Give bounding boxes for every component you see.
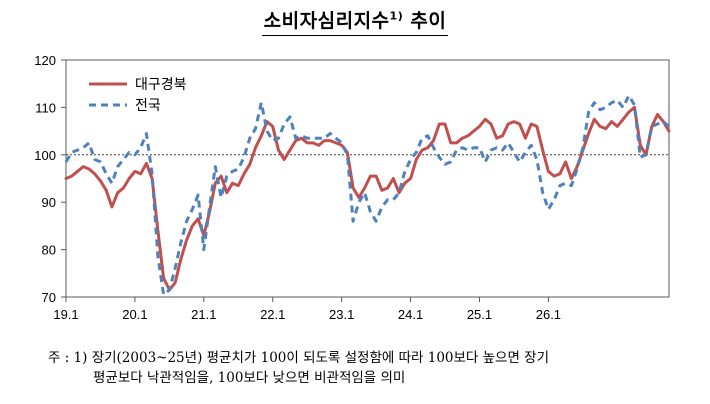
x-tick-label: 20.1 <box>122 307 147 322</box>
y-tick-label: 100 <box>34 148 56 163</box>
chart-title-wrap: 소비자심리지수1) 추이 <box>0 6 710 36</box>
x-tick-label: 26.1 <box>536 307 561 322</box>
footnote-line-2: 평균보다 낙관적임을, 100보다 낮으면 비관적임을 의미 <box>93 370 406 386</box>
footnote: 주 : 1) 장기(2003~25년) 평균치가 100이 되도록 설정함에 따… <box>48 348 688 388</box>
series-line-daegu-gyeongbuk <box>64 105 671 292</box>
x-tick-label: 19.1 <box>53 307 78 322</box>
y-tick-label: 90 <box>42 195 56 210</box>
x-tick-label: 24.1 <box>398 307 423 322</box>
x-tick-label: 23.1 <box>329 307 354 322</box>
line-chart: 70 80 90 100 110 120 19.1 20.1 21.1 22.1 23.1 24.1 2… <box>14 50 704 330</box>
x-tick-label: 21.1 <box>191 307 216 322</box>
chart-title-footnote-mark: 1) <box>389 9 404 23</box>
series-line-national <box>64 94 670 297</box>
legend-label: 대구경북 <box>135 77 187 93</box>
legend-label: 전국 <box>135 98 161 114</box>
x-tick-label: 22.1 <box>260 307 285 322</box>
y-tick-label: 120 <box>34 53 56 68</box>
y-tick-label: 80 <box>42 243 56 258</box>
chart-title-text: 소비자심리지수 <box>263 10 390 32</box>
y-tick-label: 70 <box>42 290 56 305</box>
footnote-line-1: 주 : 1) 장기(2003~25년) 평균치가 100이 되도록 설정함에 따… <box>48 350 550 366</box>
chart-title-suffix: 추이 <box>403 10 447 32</box>
x-tick-label: 25.1 <box>467 307 492 322</box>
chart-title: 소비자심리지수1) 추이 <box>261 6 449 36</box>
plot-frame <box>65 59 670 298</box>
y-tick-label: 110 <box>35 100 56 115</box>
chart-svg: 70 80 90 100 110 120 19.1 20.1 21.1 22.1 23.1 24.1 2… <box>34 53 671 322</box>
